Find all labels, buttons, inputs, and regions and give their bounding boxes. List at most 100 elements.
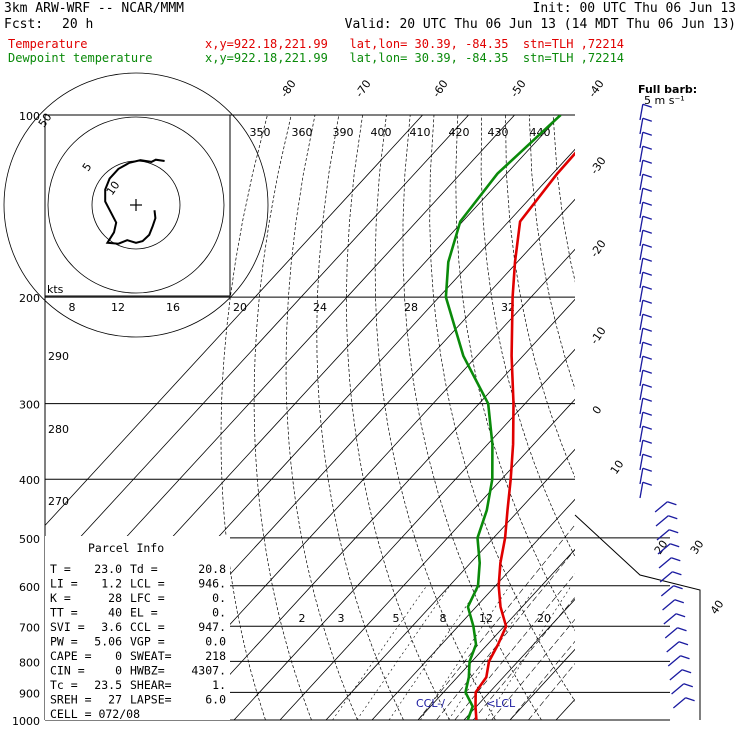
mixing-ratio-label: 12: [479, 612, 493, 625]
parcel-info-title: Parcel Info: [88, 541, 164, 555]
parcel-info-value: 40: [108, 606, 122, 620]
parcel-info-value: K =: [50, 591, 71, 605]
mixing-ratio-label: 20: [233, 301, 247, 314]
wind-barb-flag: [642, 131, 653, 136]
parcel-info-value: SWEAT=: [130, 649, 172, 663]
dry-adiabat-line: [374, 115, 496, 720]
theta-label: 390: [333, 126, 354, 139]
hodograph-units-label: kts: [47, 283, 64, 296]
parcel-info-value: SVI =: [50, 620, 85, 634]
wind-barb-flag: [642, 229, 653, 234]
wind-barb-flag: [680, 655, 690, 660]
moist-adiabat-line: [454, 573, 575, 720]
isotherm-label: -80: [278, 78, 299, 100]
parcel-info-value: LAPSE=: [130, 693, 172, 707]
wind-barb-flag: [642, 159, 653, 164]
parcel-info-value: 218: [205, 649, 226, 663]
isotherm-line: [602, 115, 740, 720]
wind-barb-flag: [642, 369, 653, 374]
parcel-info-value: CELL = 072/08: [50, 707, 140, 721]
wind-barb: [663, 613, 677, 625]
wind-barb: [639, 356, 644, 373]
wind-barb-flag: [642, 341, 653, 346]
wind-barb: [639, 216, 644, 233]
wind-barb-flag: [667, 501, 677, 506]
wind-barb: [659, 571, 673, 583]
hodograph-ring: [47, 116, 225, 294]
wind-barb: [658, 557, 672, 569]
parcel-info-value: 23.0: [94, 562, 122, 576]
parcel-info-value: 1.: [212, 678, 226, 692]
parcel-info-value: 4307.: [191, 664, 226, 678]
isotherm-line: [509, 648, 575, 720]
mixing-ratio-label: 28: [404, 301, 418, 314]
wind-barb-flag: [642, 313, 653, 318]
wind-barb: [639, 440, 644, 457]
wind-barb-flag: [677, 627, 687, 632]
parcel-info-value: 23.5: [94, 678, 122, 692]
mixing-ratio-label: 20: [537, 612, 551, 625]
wind-barb-flag: [673, 585, 683, 590]
pressure-tick-label: 400: [19, 474, 40, 487]
ccl-label: CCL-/: [416, 697, 445, 710]
wind-barb: [639, 230, 644, 247]
wind-barb-flag: [642, 145, 653, 150]
wind-barb: [639, 468, 644, 485]
wind-barb: [662, 599, 676, 611]
wind-barb: [639, 482, 644, 499]
dewpoint-legend-info: x,y=922.18,221.99 lat,lon= 30.39, -84.35…: [205, 51, 625, 65]
parcel-info-value: CAPE =: [50, 649, 92, 663]
isotherm-line: [371, 498, 575, 720]
dewpoint-legend-label: Dewpoint temperature: [8, 51, 153, 65]
parcel-info-value: Td =: [130, 562, 158, 576]
dewpoint-profile: [444, 115, 562, 720]
mixing-ratio-label: 12: [111, 301, 125, 314]
isotherm-line: [555, 698, 575, 720]
wind-barb: [639, 160, 644, 177]
pressure-tick-label: 600: [19, 581, 40, 594]
isotherm-label: -50: [508, 78, 529, 100]
dry-adiabat-line: [505, 115, 575, 479]
wind-barb-flag: [668, 515, 678, 520]
isotherm-label: -10: [588, 325, 609, 347]
parcel-info-value: PW =: [50, 635, 78, 649]
parcel-info-value: T =: [50, 562, 71, 576]
hodograph-trace: [104, 158, 165, 245]
pressure-tick-label: 500: [19, 533, 40, 546]
parcel-info-value: LI =: [50, 577, 78, 591]
theta-label: 400: [371, 126, 392, 139]
theta-label: 350: [250, 126, 271, 139]
dry-adiabat-label: 290: [48, 350, 69, 363]
wind-barb: [667, 655, 681, 667]
pressure-tick-label: 700: [19, 621, 40, 634]
sounding-profiles: [444, 115, 575, 720]
wind-barb-flag: [683, 683, 694, 688]
wind-barb: [656, 529, 670, 541]
mixing-ratio-label: 16: [166, 301, 180, 314]
dry-adiabat-line: [577, 115, 740, 720]
wind-barb: [639, 146, 644, 163]
wind-barb: [639, 104, 644, 121]
wind-barb: [639, 314, 644, 331]
wind-barb: [639, 370, 644, 387]
wind-barb: [639, 188, 644, 205]
pressure-tick-label: 800: [19, 656, 40, 669]
theta-label: 410: [410, 126, 431, 139]
wind-barb: [639, 244, 644, 261]
parcel-info-value: Tc =: [50, 678, 78, 692]
wind-barb-flag: [642, 481, 653, 486]
dry-adiabat-line: [346, 115, 450, 720]
dry-adiabat-line: [601, 115, 740, 720]
isotherm-line: [279, 398, 575, 720]
parcel-info-value: 0: [115, 664, 122, 678]
isotherm-label: 30: [688, 538, 707, 557]
full-barb-label: Full barb:: [638, 83, 697, 96]
wind-barb: [639, 258, 644, 275]
wind-barb-flag: [642, 285, 653, 290]
isotherm-line: [45, 115, 423, 527]
parcel-info-value: 0.: [212, 606, 226, 620]
wind-barb: [639, 454, 644, 471]
parcel-info-value: 0.0: [205, 635, 226, 649]
